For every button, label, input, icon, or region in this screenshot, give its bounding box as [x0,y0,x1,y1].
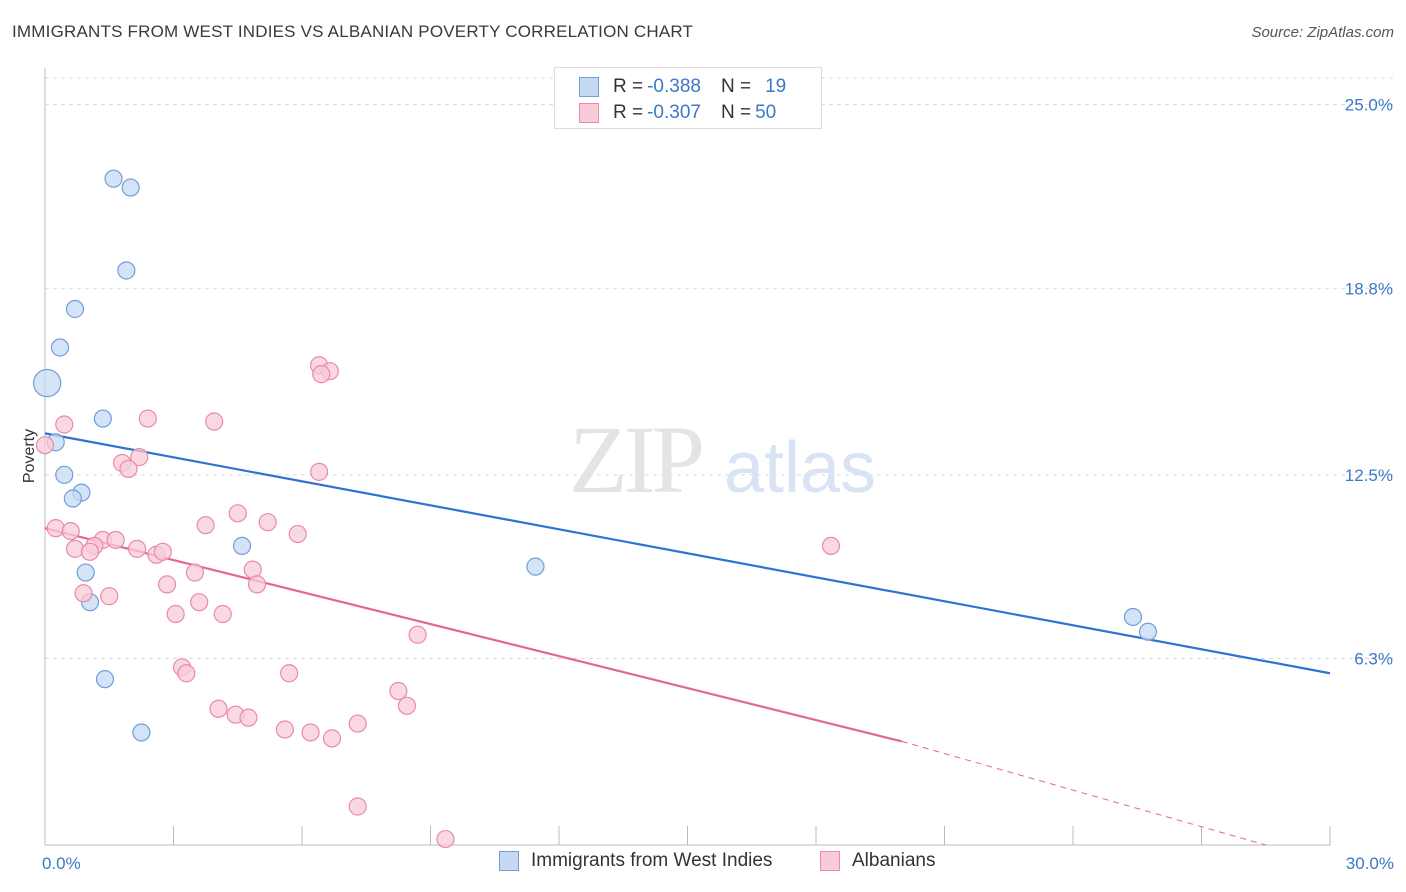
legend-n-label: N = [720,76,752,97]
y-axis-label: Poverty [21,429,38,483]
series-legend-label: Albanians [852,850,936,871]
data-point-blue [55,465,74,484]
data-point-pink [80,542,100,561]
data-point-blue [63,489,82,508]
y-tick-label: 25.0% [1345,96,1393,115]
data-point-pink [213,604,232,624]
y-tick-label: 12.5% [1345,466,1393,485]
data-point-pink [348,797,367,816]
data-point-pink [205,412,224,431]
data-point-pink [65,539,85,558]
legend-n-value: 50 [755,102,777,123]
data-point-pink [190,593,209,612]
data-point-pink [74,584,93,603]
x-tick-label-max: 30.0% [1346,854,1394,873]
data-point-pink [138,409,157,428]
data-point-pink [228,504,247,523]
data-point-pink [821,536,841,555]
series-legend-west-indies: Immigrants from West Indies [499,850,772,872]
data-point-pink [46,519,65,538]
data-point-pink [119,459,138,479]
legend-n-value: 19 [765,76,787,97]
data-point-blue [76,563,95,582]
data-point-pink [397,696,417,715]
data-point-blue [117,261,136,280]
data-point-pink [280,664,299,683]
x-tick-label-min: 0.0% [42,854,81,873]
data-point-pink [436,829,455,849]
legend-swatch-pink [579,103,599,123]
y-tick-label: 6.3% [1354,649,1393,668]
data-point-pink [258,513,277,532]
data-point-blue [232,536,252,555]
chart-source: Source: ZipAtlas.com [1251,24,1394,41]
trend-line-pink [44,527,902,743]
data-point-blue [50,338,70,357]
data-point-pink [196,516,215,535]
watermark: ZIP atlas [569,406,876,513]
data-point-blue [104,169,123,188]
watermark-atlas: atlas [724,428,876,508]
data-point-blue [1138,622,1158,641]
data-point-pink [209,699,228,718]
series-legend: Immigrants from West Indies Albanians [0,850,1406,878]
data-point-pink [288,524,307,544]
data-point-pink [247,575,267,594]
data-point-blue [1123,607,1143,627]
data-point-pink [312,365,331,384]
series-legend-albanians: Albanians [820,850,935,872]
data-point-blue [526,557,545,576]
trend-lines [44,432,1331,846]
data-point-pink [153,542,172,561]
data-point-pink [35,436,55,455]
axes [44,68,1331,846]
data-point-pink [177,664,196,683]
data-point-pink [61,521,80,541]
correlation-legend: R = -0.388 N = 19 R = -0.307 N = 50 [554,67,822,129]
trend-line-blue [44,432,1331,675]
data-point-pink [127,539,147,558]
series-legend-label: Immigrants from West Indies [531,850,773,871]
trend-line-dashed-pink [901,740,1266,846]
tick-labels: 6.3% 12.5% 18.8% 25.0% 0.0% 30.0% [42,96,1394,873]
data-point-blue [95,670,115,689]
data-point-blue [93,409,112,428]
legend-r-label: R = [613,76,644,97]
data-point-pink [166,604,185,624]
chart-title: IMMIGRANTS FROM WEST INDIES VS ALBANIAN … [12,22,694,41]
legend-row-albanians: R = -0.307 N = 50 [579,100,776,126]
data-point-pink [348,714,367,733]
data-point-pink [239,708,258,727]
data-points [32,169,1158,849]
y-tick-label: 18.8% [1345,279,1393,298]
data-point-pink [301,723,320,742]
watermark-zip: ZIP [569,406,702,513]
data-point-pink [100,587,119,606]
data-point-pink [157,575,177,594]
series-swatch-blue [499,851,519,871]
data-point-pink [310,462,329,481]
data-point-blue [121,178,140,197]
legend-row-west-indies: R = -0.388 N = 19 [579,74,786,100]
data-point-pink [322,729,342,748]
data-point-pink [55,415,74,434]
legend-n-label: N = [720,102,752,123]
data-point-pink [275,720,294,739]
data-point-pink [106,530,125,550]
data-point-blue [65,299,85,319]
data-point-blue [132,723,151,742]
data-point-pink [389,681,408,701]
data-point-pink [130,447,149,467]
data-point-blue [32,368,62,398]
legend-swatch-blue [579,77,599,97]
legend-r-value: -0.307 [647,102,701,123]
legend-r-label: R = [613,102,644,123]
legend-r-value: -0.388 [647,76,701,97]
series-swatch-pink [820,851,840,871]
data-point-pink [408,625,427,644]
data-point-pink [185,563,205,582]
